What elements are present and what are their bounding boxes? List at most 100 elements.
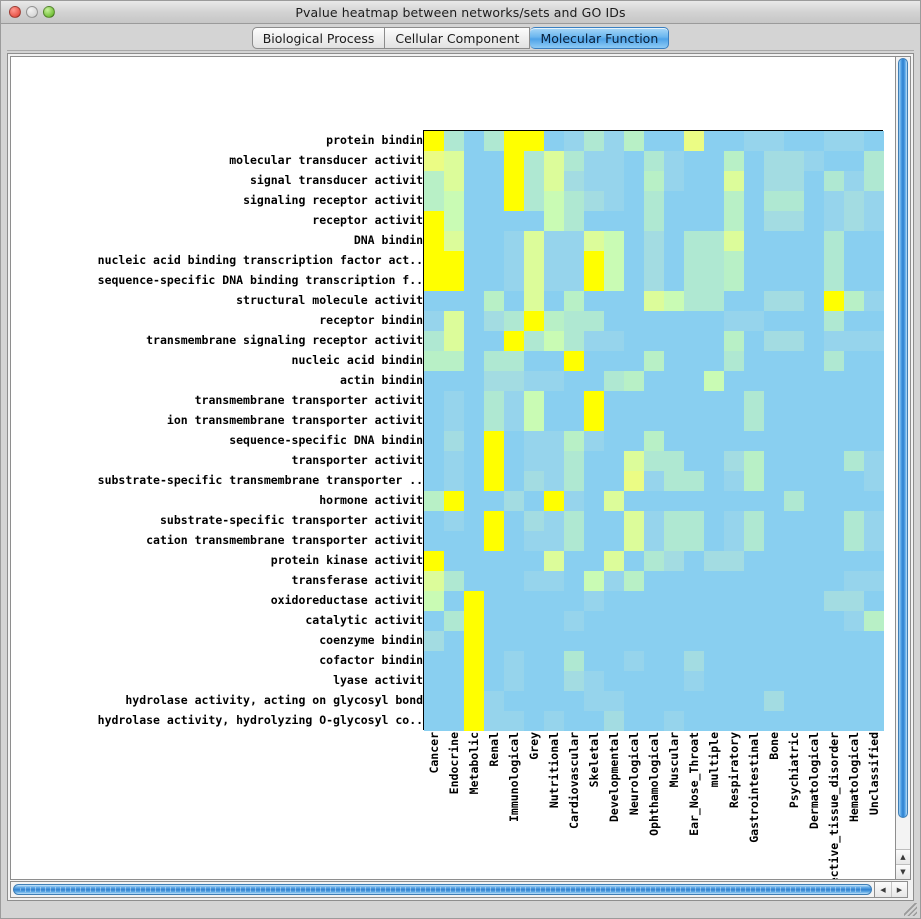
- heatmap-cell[interactable]: [704, 291, 724, 311]
- heatmap-cell[interactable]: [704, 211, 724, 231]
- heatmap-cell[interactable]: [784, 211, 804, 231]
- heatmap-cell[interactable]: [564, 191, 584, 211]
- heatmap-cell[interactable]: [864, 231, 884, 251]
- heatmap-cell[interactable]: [684, 231, 704, 251]
- heatmap-cell[interactable]: [444, 371, 464, 391]
- heatmap-cell[interactable]: [584, 651, 604, 671]
- heatmap-cell[interactable]: [644, 631, 664, 651]
- heatmap-cell[interactable]: [464, 211, 484, 231]
- heatmap-cell[interactable]: [704, 471, 724, 491]
- heatmap-cell[interactable]: [804, 411, 824, 431]
- heatmap-cell[interactable]: [644, 711, 664, 731]
- heatmap-cell[interactable]: [704, 531, 724, 551]
- heatmap-cell[interactable]: [524, 511, 544, 531]
- heatmap-cell[interactable]: [544, 391, 564, 411]
- heatmap-cell[interactable]: [444, 451, 464, 471]
- heatmap-cell[interactable]: [484, 291, 504, 311]
- heatmap-cell[interactable]: [844, 651, 864, 671]
- heatmap-cell[interactable]: [544, 631, 564, 651]
- heatmap-cell[interactable]: [724, 391, 744, 411]
- heatmap-cell[interactable]: [524, 271, 544, 291]
- heatmap-cell[interactable]: [804, 531, 824, 551]
- heatmap-cell[interactable]: [864, 611, 884, 631]
- heatmap-cell[interactable]: [684, 511, 704, 531]
- heatmap-cell[interactable]: [684, 551, 704, 571]
- heatmap-cell[interactable]: [864, 371, 884, 391]
- heatmap-cell[interactable]: [804, 391, 824, 411]
- heatmap-cell[interactable]: [664, 691, 684, 711]
- heatmap-cell[interactable]: [824, 371, 844, 391]
- heatmap-cell[interactable]: [764, 231, 784, 251]
- heatmap-cell[interactable]: [504, 431, 524, 451]
- heatmap-cell[interactable]: [844, 151, 864, 171]
- heatmap-cell[interactable]: [644, 671, 664, 691]
- heatmap-cell[interactable]: [644, 151, 664, 171]
- heatmap-cell[interactable]: [844, 331, 864, 351]
- heatmap-cell[interactable]: [704, 671, 724, 691]
- heatmap-cell[interactable]: [844, 531, 864, 551]
- heatmap-cell[interactable]: [464, 511, 484, 531]
- heatmap-cell[interactable]: [604, 351, 624, 371]
- heatmap-cell[interactable]: [424, 371, 444, 391]
- heatmap-cell[interactable]: [784, 251, 804, 271]
- heatmap-cell[interactable]: [484, 511, 504, 531]
- heatmap-cell[interactable]: [744, 171, 764, 191]
- heatmap-cell[interactable]: [724, 151, 744, 171]
- heatmap-cell[interactable]: [744, 251, 764, 271]
- heatmap-cell[interactable]: [464, 191, 484, 211]
- heatmap-cell[interactable]: [784, 491, 804, 511]
- heatmap-cell[interactable]: [584, 711, 604, 731]
- heatmap-cell[interactable]: [824, 211, 844, 231]
- heatmap-cell[interactable]: [504, 291, 524, 311]
- heatmap-cell[interactable]: [824, 291, 844, 311]
- heatmap-cell[interactable]: [584, 611, 604, 631]
- heatmap-cell[interactable]: [764, 211, 784, 231]
- heatmap-cell[interactable]: [524, 711, 544, 731]
- heatmap-cell[interactable]: [724, 211, 744, 231]
- heatmap-cell[interactable]: [424, 651, 444, 671]
- heatmap-cell[interactable]: [824, 551, 844, 571]
- heatmap-cell[interactable]: [604, 571, 624, 591]
- heatmap-cell[interactable]: [544, 291, 564, 311]
- heatmap-cell[interactable]: [544, 371, 564, 391]
- heatmap-cell[interactable]: [484, 671, 504, 691]
- heatmap-cell[interactable]: [804, 311, 824, 331]
- heatmap-cell[interactable]: [844, 571, 864, 591]
- heatmap-cell[interactable]: [824, 391, 844, 411]
- heatmap-cell[interactable]: [504, 671, 524, 691]
- heatmap-cell[interactable]: [504, 351, 524, 371]
- heatmap-cell[interactable]: [444, 671, 464, 691]
- heatmap-cell[interactable]: [864, 651, 884, 671]
- heatmap-cell[interactable]: [544, 431, 564, 451]
- heatmap-cell[interactable]: [864, 211, 884, 231]
- heatmap-cell[interactable]: [664, 591, 684, 611]
- heatmap-cell[interactable]: [744, 231, 764, 251]
- heatmap-cell[interactable]: [484, 451, 504, 471]
- heatmap-cell[interactable]: [764, 651, 784, 671]
- heatmap-cell[interactable]: [784, 291, 804, 311]
- heatmap-cell[interactable]: [864, 431, 884, 451]
- heatmap-cell[interactable]: [724, 531, 744, 551]
- scroll-right-arrow-icon[interactable]: ▶: [891, 882, 907, 897]
- heatmap-cell[interactable]: [544, 651, 564, 671]
- heatmap-canvas[interactable]: protein binding molecular transducer acti…: [10, 56, 895, 880]
- heatmap-cell[interactable]: [504, 411, 524, 431]
- heatmap-cell[interactable]: [664, 231, 684, 251]
- heatmap-cell[interactable]: [724, 171, 744, 191]
- heatmap-cell[interactable]: [584, 391, 604, 411]
- heatmap-cell[interactable]: [624, 491, 644, 511]
- heatmap-cell[interactable]: [464, 351, 484, 371]
- heatmap-cell[interactable]: [484, 471, 504, 491]
- heatmap-cell[interactable]: [684, 671, 704, 691]
- heatmap-cell[interactable]: [724, 551, 744, 571]
- heatmap-cell[interactable]: [844, 351, 864, 371]
- heatmap-cell[interactable]: [844, 371, 864, 391]
- heatmap-cell[interactable]: [804, 651, 824, 671]
- heatmap-cell[interactable]: [444, 611, 464, 631]
- heatmap-cell[interactable]: [544, 211, 564, 231]
- heatmap-cell[interactable]: [684, 491, 704, 511]
- minimize-button[interactable]: [26, 6, 38, 18]
- heatmap-cell[interactable]: [684, 651, 704, 671]
- heatmap-cell[interactable]: [744, 191, 764, 211]
- heatmap-cell[interactable]: [524, 311, 544, 331]
